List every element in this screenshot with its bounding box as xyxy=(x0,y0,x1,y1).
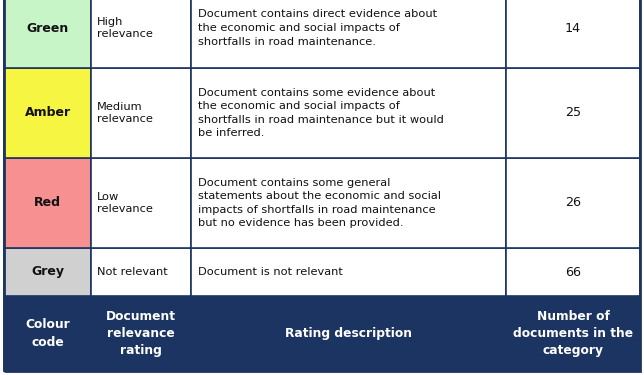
Text: Green: Green xyxy=(26,21,69,34)
Bar xyxy=(91,68,191,158)
Bar xyxy=(191,0,506,68)
Bar xyxy=(191,158,506,248)
Text: Grey: Grey xyxy=(31,266,64,279)
Text: Rating description: Rating description xyxy=(285,327,412,340)
Bar xyxy=(191,68,506,158)
Text: Low
relevance: Low relevance xyxy=(97,192,153,214)
Text: 14: 14 xyxy=(565,21,581,34)
Text: Not relevant: Not relevant xyxy=(97,267,168,277)
Text: Document contains some general
statements about the economic and social
impacts : Document contains some general statement… xyxy=(198,178,441,228)
Text: Number of
documents in the
category: Number of documents in the category xyxy=(513,310,633,357)
Bar xyxy=(4,248,91,296)
Text: 26: 26 xyxy=(565,196,581,210)
Bar xyxy=(506,68,640,158)
Bar xyxy=(91,248,191,296)
Text: Document
relevance
rating: Document relevance rating xyxy=(106,310,176,357)
Text: 66: 66 xyxy=(565,266,581,279)
Bar xyxy=(506,296,640,371)
Bar xyxy=(91,296,191,371)
Text: High
relevance: High relevance xyxy=(97,17,153,39)
Bar xyxy=(191,248,506,296)
Bar xyxy=(4,68,91,158)
Text: Red: Red xyxy=(34,196,61,210)
Bar xyxy=(506,248,640,296)
Bar xyxy=(4,158,91,248)
Bar xyxy=(91,0,191,68)
Text: Document contains direct evidence about
the economic and social impacts of
short: Document contains direct evidence about … xyxy=(198,9,437,46)
Text: Document is not relevant: Document is not relevant xyxy=(198,267,343,277)
Text: Colour
code: Colour code xyxy=(25,318,70,348)
Bar xyxy=(4,296,91,371)
Text: Document contains some evidence about
the economic and social impacts of
shortfa: Document contains some evidence about th… xyxy=(198,88,444,138)
Text: Amber: Amber xyxy=(24,106,71,120)
Text: Medium
relevance: Medium relevance xyxy=(97,102,153,124)
Text: 25: 25 xyxy=(565,106,581,120)
Bar xyxy=(4,0,91,68)
Bar xyxy=(506,158,640,248)
Bar xyxy=(91,158,191,248)
Bar xyxy=(191,296,506,371)
Bar xyxy=(506,0,640,68)
